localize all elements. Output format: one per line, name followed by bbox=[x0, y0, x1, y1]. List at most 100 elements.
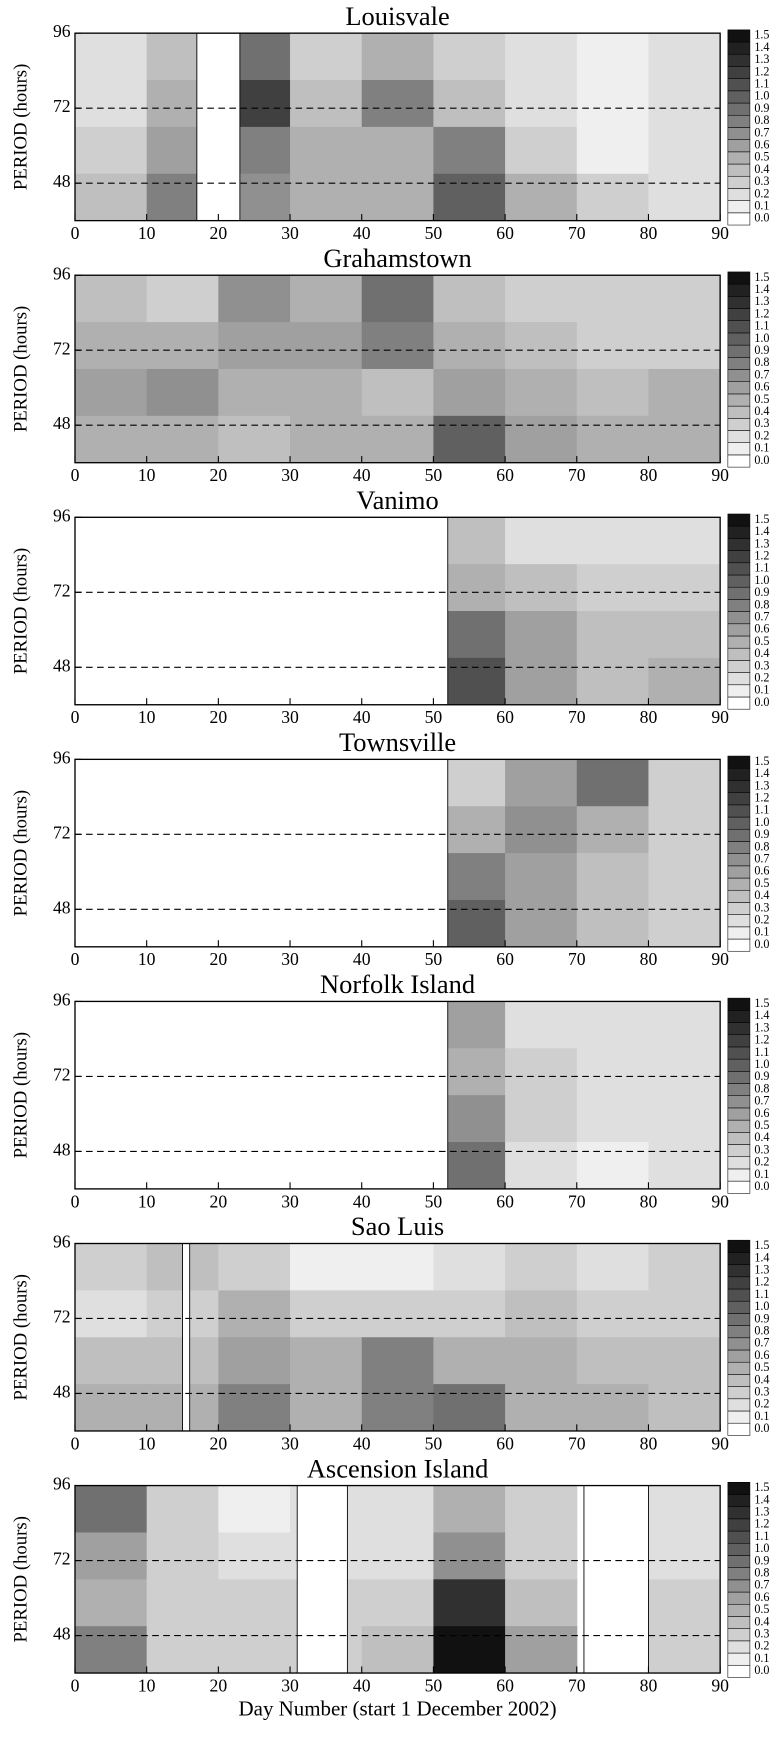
colorbar-label: 0.7 bbox=[754, 852, 769, 866]
x-tick-label: 30 bbox=[281, 1433, 299, 1453]
contour-cell bbox=[648, 1142, 721, 1189]
x-tick-label: 30 bbox=[281, 223, 299, 243]
colorbar-label: 0.2 bbox=[754, 1155, 769, 1169]
colorbar-swatch bbox=[727, 780, 751, 793]
colorbar-label: 0.3 bbox=[754, 1142, 769, 1156]
colorbar-label: 1.0 bbox=[754, 331, 769, 345]
colorbar-label: 0.9 bbox=[754, 101, 769, 115]
colorbar-label: 0.6 bbox=[754, 622, 769, 636]
colorbar-label: 0.7 bbox=[754, 1578, 769, 1592]
y-tick-label: 72 bbox=[53, 338, 71, 358]
colorbar-swatch bbox=[727, 1640, 751, 1654]
colorbar-label: 0.4 bbox=[754, 1130, 769, 1144]
colorbar-label: 1.5 bbox=[754, 270, 769, 284]
contour-cell bbox=[505, 899, 578, 947]
colorbar-swatch bbox=[727, 696, 751, 710]
contour-cell bbox=[361, 368, 434, 417]
colorbar-label: 1.5 bbox=[754, 1480, 769, 1494]
contour-cell bbox=[361, 1384, 434, 1431]
contour-cell bbox=[218, 1626, 291, 1674]
x-tick-label: 20 bbox=[210, 223, 228, 243]
x-tick-label: 0 bbox=[71, 223, 80, 243]
colorbar-swatch bbox=[727, 1288, 751, 1302]
colorbar-label: 1.3 bbox=[754, 778, 769, 792]
colorbar-label: 0.4 bbox=[754, 646, 769, 660]
contour-cell bbox=[505, 33, 578, 81]
colorbar-swatch bbox=[727, 271, 751, 285]
contour-cell bbox=[576, 275, 650, 323]
colorbar-label: 0.1 bbox=[754, 1409, 769, 1423]
contour-cell bbox=[576, 517, 650, 565]
colorbar-swatch bbox=[727, 767, 751, 781]
contour-cell bbox=[505, 759, 578, 807]
contour-cell bbox=[648, 275, 721, 323]
contour-cell bbox=[218, 1579, 291, 1627]
contour-cell bbox=[290, 368, 363, 417]
x-tick-label: 0 bbox=[71, 1675, 80, 1695]
contour-cell bbox=[505, 806, 578, 854]
colorbar-swatch bbox=[727, 344, 751, 358]
colorbar-label: 1.3 bbox=[754, 1262, 769, 1276]
colorbar-label: 0.5 bbox=[754, 392, 769, 406]
contour-cell bbox=[505, 368, 578, 417]
colorbar-swatch bbox=[727, 599, 751, 612]
contour-cell bbox=[290, 275, 363, 323]
colorbar-swatch bbox=[727, 405, 751, 419]
x-tick-label: 20 bbox=[210, 707, 228, 727]
colorbar-swatch bbox=[727, 525, 751, 539]
colorbar-label: 0.6 bbox=[754, 138, 769, 152]
colorbar-swatch bbox=[727, 454, 751, 468]
colorbar-swatch bbox=[727, 53, 751, 67]
contour-cell bbox=[505, 1243, 578, 1291]
plot-frame bbox=[74, 1242, 721, 1432]
colorbar-label: 0.9 bbox=[754, 1069, 769, 1083]
colorbar-swatch bbox=[727, 1313, 751, 1326]
contour-cell bbox=[648, 1485, 721, 1533]
colorbar-swatch bbox=[727, 562, 751, 576]
colorbar-label: 0.0 bbox=[754, 453, 769, 467]
contour-cell bbox=[433, 1626, 506, 1674]
colorbar-label: 0.7 bbox=[754, 1094, 769, 1108]
colorbar-swatch bbox=[727, 1010, 751, 1023]
x-tick-label: 90 bbox=[711, 1675, 729, 1695]
contour-cell bbox=[146, 368, 219, 417]
colorbar-label: 1.5 bbox=[754, 28, 769, 42]
contour-cell bbox=[218, 1243, 291, 1291]
contour-cell bbox=[74, 1626, 148, 1674]
colorbar-swatch bbox=[727, 442, 751, 456]
panel-title: Ascension Island bbox=[307, 1453, 488, 1483]
contour-cell bbox=[576, 611, 650, 659]
colorbar-label: 0.8 bbox=[754, 355, 769, 369]
y-tick-label: 72 bbox=[53, 822, 71, 842]
colorbar-label: 0.3 bbox=[754, 174, 769, 188]
y-tick-label: 96 bbox=[53, 21, 71, 41]
x-tick-label: 20 bbox=[210, 1433, 228, 1453]
contour-cell bbox=[433, 126, 506, 175]
contour-cell bbox=[146, 1485, 219, 1533]
colorbar-label: 0.9 bbox=[754, 343, 769, 357]
contour-cell bbox=[433, 415, 506, 463]
contour-cell bbox=[433, 275, 506, 323]
plot-area bbox=[74, 1243, 721, 1431]
contour-cell bbox=[648, 415, 721, 463]
colorbar-label: 0.7 bbox=[754, 1336, 769, 1350]
colorbar-swatch bbox=[727, 175, 751, 189]
colorbar-label: 1.0 bbox=[754, 815, 769, 829]
x-tick-label: 30 bbox=[281, 1675, 299, 1695]
x-tick-label: 0 bbox=[71, 707, 80, 727]
contour-cell bbox=[576, 759, 650, 807]
contour-cell bbox=[74, 1337, 148, 1385]
x-tick-label: 10 bbox=[138, 949, 156, 969]
contour-cell bbox=[505, 1532, 578, 1580]
colorbar-swatch bbox=[727, 1361, 751, 1375]
panel-title: Sao Luis bbox=[351, 1211, 444, 1241]
contour-cell bbox=[576, 1001, 650, 1049]
colorbar-swatch bbox=[727, 755, 751, 769]
x-tick-label: 80 bbox=[640, 707, 658, 727]
contour-cell bbox=[505, 126, 578, 175]
contour-cell bbox=[146, 1532, 219, 1580]
contour-cell bbox=[505, 657, 578, 705]
contour-cell bbox=[648, 759, 721, 807]
colorbar-swatch bbox=[727, 914, 751, 928]
